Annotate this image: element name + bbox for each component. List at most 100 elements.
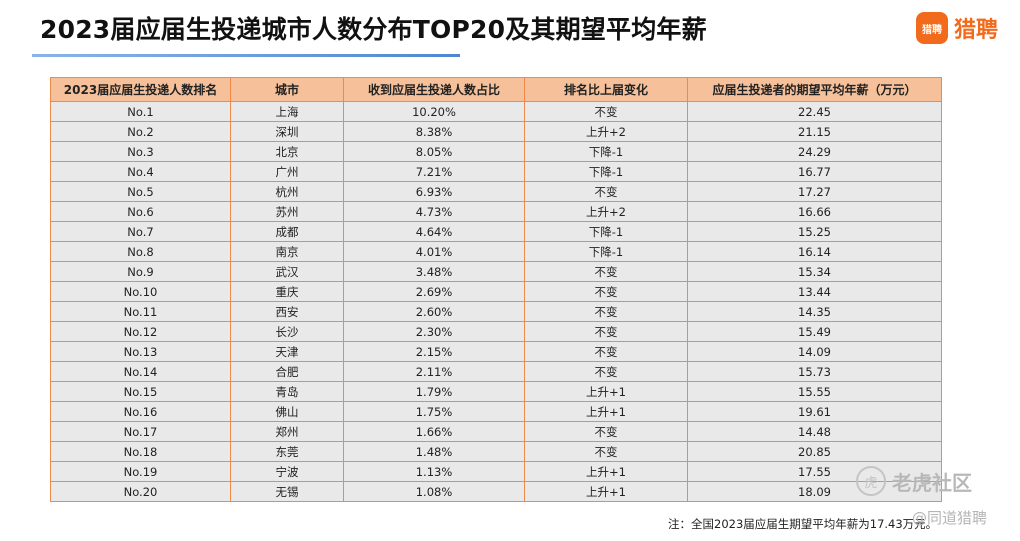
cell-rank-change: 上升+1 — [524, 481, 688, 502]
cell-rank: No.7 — [50, 221, 231, 242]
cell-share: 10.20% — [343, 101, 525, 122]
table-row: No.3 北京 8.05% 下降-1 24.29 — [50, 141, 942, 162]
cell-rank: No.5 — [50, 181, 231, 202]
cell-salary: 24.29 — [687, 141, 942, 162]
header-salary: 应届生投递者的期望平均年薪（万元） — [687, 77, 942, 102]
cell-city: 北京 — [230, 141, 344, 162]
table-header-row: 2023届应届生投递人数排名 城市 收到应届生投递人数占比 排名比上届变化 应届… — [50, 77, 942, 102]
cell-salary: 14.09 — [687, 341, 942, 362]
brand-name: 猎聘 — [954, 18, 999, 43]
cell-rank-change: 不变 — [524, 301, 688, 322]
cell-salary: 20.85 — [687, 441, 942, 462]
footnote: 注：全国2023届应届生期望平均年薪为17.43万元。 — [668, 517, 938, 531]
cell-rank: No.9 — [50, 261, 231, 282]
watermark-laohu: 虎 老虎社区 — [856, 466, 972, 496]
cell-share: 2.15% — [343, 341, 525, 362]
cell-rank: No.20 — [50, 481, 231, 502]
cell-city: 成都 — [230, 221, 344, 242]
liepin-logo-icon: 猎聘 — [916, 12, 948, 44]
cell-share: 2.30% — [343, 321, 525, 342]
cell-salary: 21.15 — [687, 121, 942, 142]
cell-share: 2.60% — [343, 301, 525, 322]
table-row: No.1 上海 10.20% 不变 22.45 — [50, 101, 942, 122]
cell-salary: 15.73 — [687, 361, 942, 382]
cell-rank-change: 不变 — [524, 101, 688, 122]
table-row: No.17 郑州 1.66% 不变 14.48 — [50, 421, 942, 442]
cell-rank: No.15 — [50, 381, 231, 402]
cell-salary: 17.27 — [687, 181, 942, 202]
table-row: No.18 东莞 1.48% 不变 20.85 — [50, 441, 942, 462]
cell-rank-change: 不变 — [524, 341, 688, 362]
cell-salary: 15.25 — [687, 221, 942, 242]
cell-rank: No.2 — [50, 121, 231, 142]
cell-rank-change: 上升+1 — [524, 381, 688, 402]
cell-salary: 15.55 — [687, 381, 942, 402]
cell-share: 1.08% — [343, 481, 525, 502]
cell-city: 青岛 — [230, 381, 344, 402]
title-underline — [32, 54, 460, 57]
cell-share: 7.21% — [343, 161, 525, 182]
cell-city: 郑州 — [230, 421, 344, 442]
cell-rank-change: 下降-1 — [524, 241, 688, 262]
cell-rank: No.14 — [50, 361, 231, 382]
cell-rank: No.4 — [50, 161, 231, 182]
cell-city: 上海 — [230, 101, 344, 122]
cell-share: 6.93% — [343, 181, 525, 202]
cell-rank: No.10 — [50, 281, 231, 302]
cell-rank-change: 不变 — [524, 441, 688, 462]
cell-rank-change: 不变 — [524, 421, 688, 442]
cell-salary: 14.48 — [687, 421, 942, 442]
table-row: No.11 西安 2.60% 不变 14.35 — [50, 301, 942, 322]
cell-share: 4.01% — [343, 241, 525, 262]
cell-rank-change: 不变 — [524, 181, 688, 202]
cell-salary: 16.66 — [687, 201, 942, 222]
table-row: No.9 武汉 3.48% 不变 15.34 — [50, 261, 942, 282]
cell-share: 8.38% — [343, 121, 525, 142]
table-row: No.19 宁波 1.13% 上升+1 17.55 — [50, 461, 942, 482]
watermark-handle: @同道猎聘 — [912, 509, 988, 527]
table-row: No.10 重庆 2.69% 不变 13.44 — [50, 281, 942, 302]
cell-rank-change: 上升+2 — [524, 201, 688, 222]
cell-rank: No.11 — [50, 301, 231, 322]
cell-salary: 15.34 — [687, 261, 942, 282]
table-row: No.14 合肥 2.11% 不变 15.73 — [50, 361, 942, 382]
watermark-text: 老虎社区 — [892, 470, 972, 495]
cell-rank-change: 不变 — [524, 281, 688, 302]
cell-city: 长沙 — [230, 321, 344, 342]
cell-salary: 22.45 — [687, 101, 942, 122]
cell-share: 1.75% — [343, 401, 525, 422]
cell-share: 4.73% — [343, 201, 525, 222]
cell-city: 重庆 — [230, 281, 344, 302]
cell-rank-change: 上升+1 — [524, 401, 688, 422]
tiger-icon: 虎 — [856, 466, 886, 496]
cell-share: 1.66% — [343, 421, 525, 442]
cell-rank-change: 不变 — [524, 361, 688, 382]
cell-city: 南京 — [230, 241, 344, 262]
table-row: No.12 长沙 2.30% 不变 15.49 — [50, 321, 942, 342]
table-row: No.4 广州 7.21% 下降-1 16.77 — [50, 161, 942, 182]
cell-rank: No.19 — [50, 461, 231, 482]
cell-rank-change: 上升+2 — [524, 121, 688, 142]
cell-city: 合肥 — [230, 361, 344, 382]
cell-city: 深圳 — [230, 121, 344, 142]
cell-rank-change: 下降-1 — [524, 161, 688, 182]
header-city: 城市 — [230, 77, 344, 102]
cell-share: 3.48% — [343, 261, 525, 282]
cell-rank: No.8 — [50, 241, 231, 262]
table-row: No.8 南京 4.01% 下降-1 16.14 — [50, 241, 942, 262]
cell-share: 2.11% — [343, 361, 525, 382]
table-row: No.13 天津 2.15% 不变 14.09 — [50, 341, 942, 362]
ranking-table: 2023届应届生投递人数排名 城市 收到应届生投递人数占比 排名比上届变化 应届… — [50, 77, 942, 502]
cell-rank: No.13 — [50, 341, 231, 362]
cell-rank: No.17 — [50, 421, 231, 442]
table-body: No.1 上海 10.20% 不变 22.45 No.2 深圳 8.38% 上升+2 21.15 N… — [50, 101, 942, 502]
table-row: No.20 无锡 1.08% 上升+1 18.09 — [50, 481, 942, 502]
cell-rank: No.6 — [50, 201, 231, 222]
header-rank: 2023届应届生投递人数排名 — [50, 77, 231, 102]
cell-rank-change: 不变 — [524, 321, 688, 342]
page-title: 2023届应届生投递城市人数分布TOP20及其期望平均年薪 — [40, 15, 707, 44]
cell-rank: No.16 — [50, 401, 231, 422]
brand: 猎聘 猎聘 — [916, 12, 998, 44]
table-row: No.15 青岛 1.79% 上升+1 15.55 — [50, 381, 942, 402]
cell-city: 东莞 — [230, 441, 344, 462]
